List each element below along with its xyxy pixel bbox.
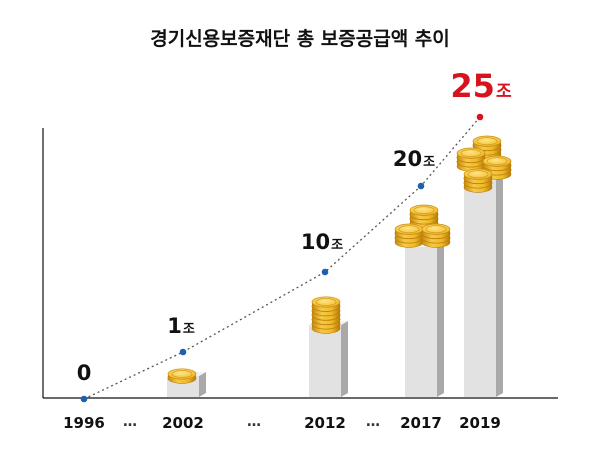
coins-2017	[394, 204, 451, 248]
marker-2012	[321, 268, 329, 276]
coin-icon	[167, 368, 197, 384]
coins-2012	[311, 296, 341, 334]
chart-title: 경기신용보증재단 총 보증공급액 추이	[150, 28, 450, 50]
trend-layer	[80, 113, 484, 403]
value-label-2002: 1조	[167, 314, 195, 338]
coins-2019	[456, 135, 512, 193]
coin-icon	[456, 147, 486, 163]
bar-2019	[456, 135, 512, 397]
coin-icon	[394, 223, 424, 239]
coin-icon	[472, 135, 502, 151]
marker-2002	[179, 348, 187, 356]
coin-icon	[311, 296, 341, 312]
trend-line	[83, 116, 481, 400]
value-label-2019: 25조	[450, 67, 512, 105]
axis-break-separator: …	[366, 414, 380, 430]
x-tick-label: 2017	[400, 414, 442, 432]
value-label-1996: 0	[77, 361, 92, 385]
marker-2019	[476, 113, 484, 121]
marker-2017	[417, 182, 425, 190]
value-label-2017: 20조	[393, 147, 435, 171]
bar-2017	[394, 204, 451, 397]
x-tick-label: 2002	[162, 414, 204, 432]
coin-icon	[409, 204, 439, 220]
coin-icon	[482, 155, 512, 171]
coin-icon	[463, 168, 493, 184]
axis-break-separator: …	[123, 414, 137, 430]
coin-icon	[421, 223, 451, 239]
axes-layer	[42, 128, 558, 399]
labels-layer: 1996 2002 2012 2017 2019 … … … 0 1조 10조 20조 25조	[63, 67, 512, 432]
bar-2002	[167, 368, 206, 397]
x-tick-label: 2019	[459, 414, 501, 432]
bar-2012	[309, 296, 348, 397]
x-tick-label: 1996	[63, 414, 105, 432]
value-label-2012: 10조	[301, 230, 343, 254]
coins-2002	[167, 368, 197, 384]
bars-layer	[167, 135, 512, 397]
marker-1996	[80, 395, 88, 403]
x-tick-label: 2012	[304, 414, 346, 432]
axis-break-separator: …	[247, 414, 261, 430]
